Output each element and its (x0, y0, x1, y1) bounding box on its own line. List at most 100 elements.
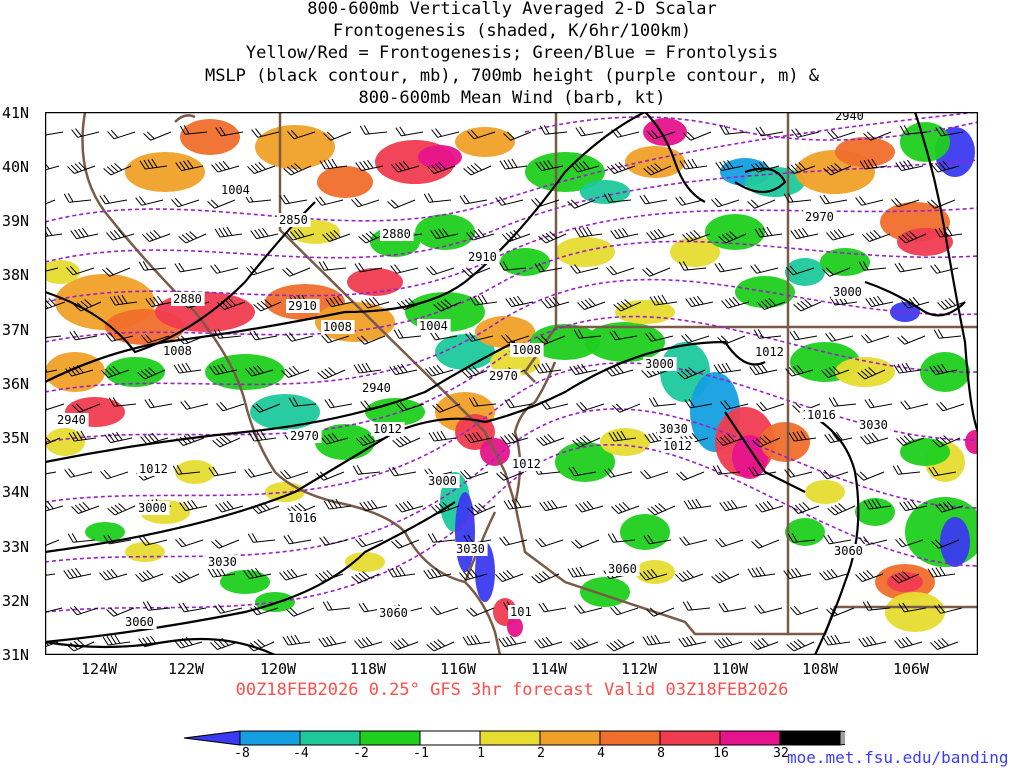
wind-barb (606, 639, 635, 652)
wind-barb (102, 267, 131, 277)
wind-barb (571, 539, 600, 549)
wind-barb (747, 199, 776, 209)
frontogenesis-patch (205, 354, 285, 390)
frontogenesis-patch (820, 248, 870, 276)
wind-barb (352, 465, 381, 475)
wind-barb (100, 469, 129, 480)
lon-label: 118W (349, 660, 387, 678)
wind-barb (249, 330, 278, 341)
wind-barb (718, 602, 747, 613)
height-label: 2940 (55, 413, 89, 427)
wind-barb (793, 299, 822, 312)
wind-barb (645, 332, 674, 342)
height-label-text: 3000 (833, 285, 862, 299)
wind-barb (536, 433, 565, 446)
colorbar-cell (599, 730, 661, 746)
wind-barb (783, 567, 812, 580)
mslp-label-text: 1012 (663, 439, 692, 453)
wind-barb (279, 568, 308, 581)
height-label-text: 3060 (379, 606, 408, 620)
frontogenesis-patch (885, 592, 945, 632)
lat-label: 35N (2, 429, 30, 447)
wind-barb (718, 231, 747, 244)
wind-barb (934, 604, 963, 614)
wind-barb (573, 329, 602, 339)
map-frame (45, 112, 978, 655)
wind-barb (281, 365, 310, 378)
frontogenesis-patch (250, 394, 320, 430)
wind-barb (750, 637, 779, 650)
wind-barb (865, 295, 894, 308)
wind-barb (466, 607, 495, 617)
lon-label: 114W (530, 660, 568, 678)
wind-barb (360, 400, 389, 410)
wind-barb (318, 261, 347, 271)
mslp-label-text: 1008 (512, 343, 541, 357)
title-line-5: 800-600mb Mean Wind (barb, kt) (358, 88, 666, 108)
wind-barb (784, 468, 813, 478)
wind-barb (496, 471, 525, 481)
wind-barb (71, 128, 100, 138)
height-label: 3060 (832, 544, 866, 558)
wind-barb (862, 229, 891, 242)
frontogenesis-patch (785, 518, 825, 546)
height-contour-line (45, 444, 978, 613)
wind-barb (574, 604, 603, 614)
frontogenesis-patch (347, 268, 403, 296)
wind-barb (646, 607, 675, 617)
frontogenesis-patch (418, 145, 462, 169)
height-label-text: 2880 (173, 292, 202, 306)
wind-barb (502, 229, 531, 242)
wind-barb (387, 566, 416, 578)
mslp-contour-line (45, 340, 766, 554)
height-label-text: 2940 (57, 413, 86, 427)
source-url-link[interactable]: moe.met.fsu.edu/banding (787, 748, 1009, 767)
wind-barb (684, 398, 713, 409)
mslp-label-text: 1004 (221, 183, 250, 197)
wind-barb (787, 533, 816, 543)
wind-barb (683, 498, 712, 510)
colorbar-cell (839, 730, 845, 746)
wind-barb (791, 128, 820, 138)
frontogenesis-patch (45, 260, 80, 284)
wind-barb (932, 435, 961, 448)
wind-barb (243, 567, 272, 580)
wind-barb (711, 571, 740, 584)
wind-barb (465, 332, 494, 342)
frontogenesis-patch (555, 442, 615, 482)
wind-barb (210, 637, 239, 650)
wind-barb (752, 435, 781, 448)
wind-barb (891, 571, 920, 584)
wind-barb (142, 601, 171, 611)
wind-barb (929, 363, 958, 376)
wind-barb (208, 466, 237, 477)
wind-barb (216, 401, 245, 412)
wind-barb (855, 196, 884, 206)
wind-barb (719, 499, 748, 512)
frontogenesis-patch (125, 542, 165, 562)
wind-barb (931, 539, 960, 549)
colorbar-cell (539, 730, 601, 746)
wind-barb (495, 569, 524, 582)
wind-barb (387, 199, 416, 209)
wind-barb (822, 267, 851, 277)
wind-barb (864, 398, 893, 409)
lon-label: 110W (711, 660, 749, 678)
lon-label: 124W (80, 660, 118, 678)
wind-barb (646, 228, 675, 241)
wind-barb (643, 534, 672, 545)
wind-barb (45, 607, 63, 614)
wind-barb (246, 639, 275, 652)
mslp-label: 1008 (161, 344, 195, 358)
frontogenesis-patch (455, 127, 515, 157)
wind-barb (142, 229, 171, 242)
frontogenesis-patch (887, 572, 923, 592)
wind-barb (279, 194, 308, 205)
frontogenesis-patch (455, 492, 475, 572)
wind-barb (179, 499, 208, 512)
wind-barb (824, 431, 853, 444)
wind-barb (427, 533, 456, 543)
wind-barb (711, 197, 740, 208)
height-label: 2910 (286, 299, 320, 313)
lat-label: 31N (2, 646, 30, 664)
